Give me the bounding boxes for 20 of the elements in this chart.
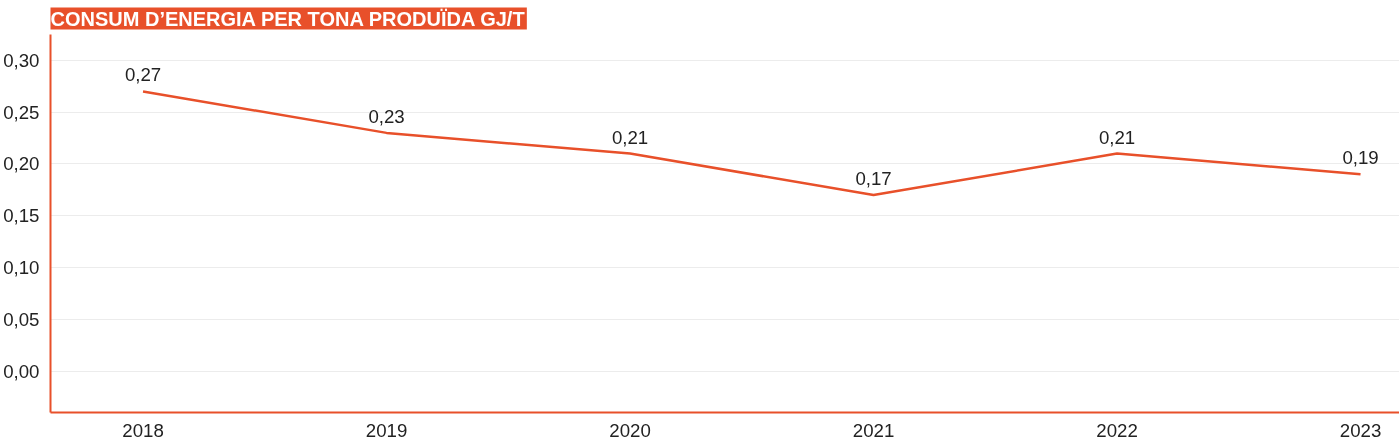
data-label: 0,21 <box>1098 126 1136 148</box>
chart-title: CONSUM D’ENERGIA PER TONA PRODUÏDA GJ/T <box>50 7 525 30</box>
y-tick-label: 0,15 <box>3 205 40 227</box>
x-tick-label: 2019 <box>365 419 408 439</box>
data-label: 0,17 <box>855 168 892 190</box>
x-tick-label: 2018 <box>122 419 164 439</box>
y-tick-label: 0,30 <box>3 49 40 71</box>
data-label: 0,19 <box>1342 147 1379 169</box>
y-tick-label: 0,00 <box>3 360 40 382</box>
x-tick-label: 2020 <box>609 419 651 439</box>
y-tick-label: 0,25 <box>3 101 40 123</box>
y-tick-label: 0,20 <box>3 153 40 175</box>
x-tick-label: 2022 <box>1096 419 1138 439</box>
y-tick-label: 0,05 <box>3 308 40 330</box>
x-tick-label: 2023 <box>1339 419 1382 439</box>
x-tick-label: 2021 <box>852 419 895 439</box>
data-label: 0,21 <box>611 126 649 148</box>
y-tick-label: 0,10 <box>3 257 40 279</box>
data-label: 0,23 <box>368 105 405 127</box>
data-label: 0,27 <box>124 64 162 86</box>
